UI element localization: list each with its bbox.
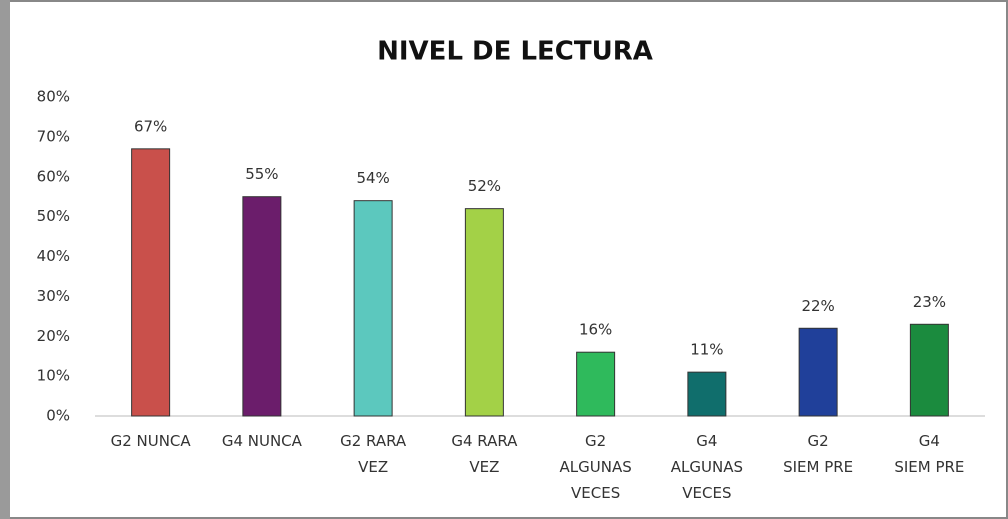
data-label: 16% [579, 321, 612, 339]
x-tick-label: G4 NUNCA [222, 432, 303, 450]
data-label: 23% [913, 293, 946, 311]
bar [909, 323, 949, 417]
y-tick-label: 70% [37, 127, 70, 145]
bar [353, 200, 393, 417]
x-tick-label: G4 ALGUNAS VECES [671, 432, 743, 502]
left-edge [0, 0, 10, 519]
data-label: 11% [690, 341, 723, 359]
y-tick-label: 80% [37, 88, 70, 106]
chart-title: NIVEL DE LECTURA [377, 37, 653, 67]
y-tick-label: 60% [37, 167, 70, 185]
data-label: 67% [134, 117, 167, 135]
bar [242, 196, 282, 417]
bar [131, 148, 171, 417]
bar [798, 327, 838, 417]
x-tick-label: G2 NUNCA [111, 432, 192, 450]
x-tick-label: G2 RARA VEZ [340, 432, 407, 476]
data-label: 22% [801, 297, 834, 315]
y-tick-label: 10% [37, 367, 70, 385]
y-tick-label: 40% [37, 247, 70, 265]
y-tick-label: 20% [37, 327, 70, 345]
bar [687, 371, 727, 417]
data-label: 55% [245, 165, 278, 183]
x-tick-label: G2 ALGUNAS VECES [560, 432, 632, 502]
data-label: 52% [468, 177, 501, 195]
bar [576, 351, 616, 417]
x-tick-label: G4 SIEM PRE [894, 432, 964, 476]
y-tick-label: 0% [46, 407, 70, 425]
y-tick-label: 30% [37, 287, 70, 305]
data-label: 54% [356, 169, 389, 187]
bar [464, 208, 504, 417]
x-tick-label: G4 RARA VEZ [451, 432, 518, 476]
x-tick-label: G2 SIEM PRE [783, 432, 853, 476]
y-tick-label: 50% [37, 207, 70, 225]
